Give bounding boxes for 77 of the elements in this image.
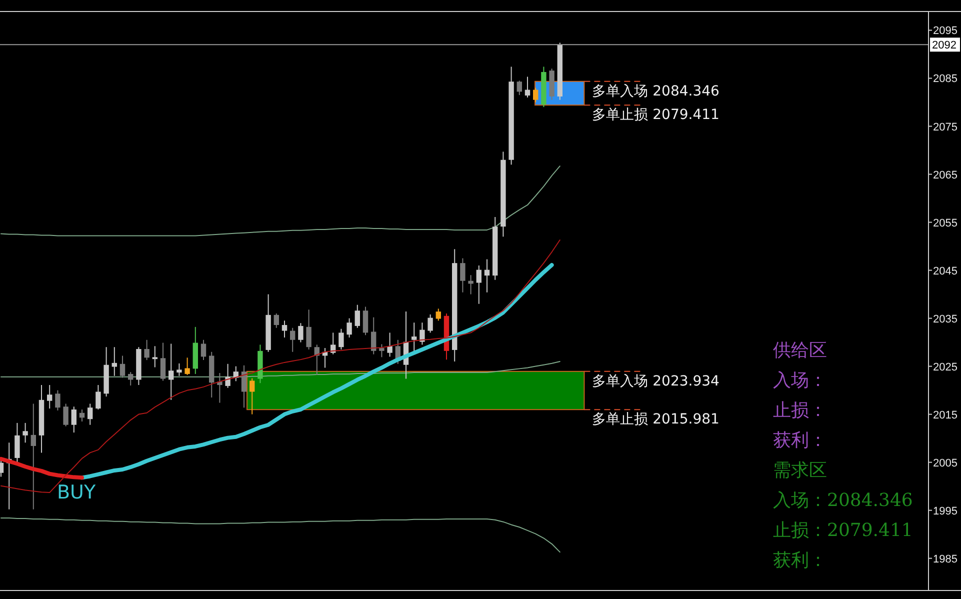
candlestick [160,342,166,382]
candlestick [476,264,482,304]
candlestick [47,384,52,410]
y-tick-label: 2025 [933,361,958,374]
candlestick [225,363,230,388]
candlestick [428,314,433,334]
candlestick [128,372,134,386]
candlestick [484,258,490,293]
candlestick [217,372,222,404]
candlestick [152,346,158,368]
line-series [80,263,554,480]
candlestick [338,328,344,350]
text: 需求区 [773,460,827,481]
candlestick [362,306,368,336]
line-series [0,166,560,236]
candlestick [533,87,538,103]
ref-line-label: 2092 [932,40,956,52]
candlestick [420,322,425,346]
candlestick [120,355,126,378]
text: 入场： [773,370,827,391]
candlestick [71,406,76,434]
candlestick [436,308,441,322]
candlestick [55,390,60,411]
y-tick-label: 2055 [933,217,958,230]
y-tick-label: 2065 [933,169,958,182]
candlestick [274,312,279,328]
candlestick [200,339,206,361]
candlestick [412,322,417,352]
candlestick [88,403,93,426]
candlestick [168,343,174,400]
candlestick [184,357,190,376]
y-tick-label: 2035 [933,313,958,326]
candlestick [79,408,85,422]
candlestick [63,403,68,427]
y-tick-label: 1985 [933,553,958,566]
candlestick [112,346,117,376]
candlestick [176,362,182,376]
text: 止损： [773,400,827,421]
candlestick [14,422,20,463]
line-series [0,517,560,553]
candlestick [379,344,384,358]
candlestick [460,258,466,293]
candlestick [30,403,36,510]
ref-line-label: 多单止损 2079.411 [592,107,720,124]
candlestick [290,327,296,352]
text: 获利： [773,430,827,451]
candlestick [371,316,376,355]
y-tick-label: 2015 [933,409,958,422]
candlestick [250,378,255,415]
y-tick-label: 2095 [933,25,958,38]
annotation: BUY [57,482,96,504]
candlestick [144,339,150,361]
candlestick [241,364,247,408]
y-tick-label: 2005 [933,457,958,470]
y-tick-label: 2075 [933,121,958,134]
candlestick [524,76,530,98]
candlestick [298,322,304,343]
y-tick-label: 1995 [933,505,958,518]
candlestick [354,304,360,328]
y-tick-label: 2045 [933,265,958,278]
candlestick [346,318,352,338]
y-tick-label: 2085 [933,73,958,86]
candlestick [306,309,312,350]
ref-line-label: 多单止损 2015.981 [592,412,720,428]
line-series [0,456,84,480]
candlestick [387,332,392,358]
text: 止损：2079.411 [773,520,913,541]
candlestick [22,422,28,444]
text: 入场：2084.346 [773,490,913,511]
text: 供给区 [773,340,827,361]
candlestick [282,320,288,338]
ref-line-label: 多单入场 2084.346 [592,83,720,100]
candlestick [96,384,101,410]
ref-line-label: 多单入场 2023.934 [592,373,720,390]
text: 获利： [773,550,827,571]
candlestick [468,274,474,295]
candlestick [516,80,522,96]
